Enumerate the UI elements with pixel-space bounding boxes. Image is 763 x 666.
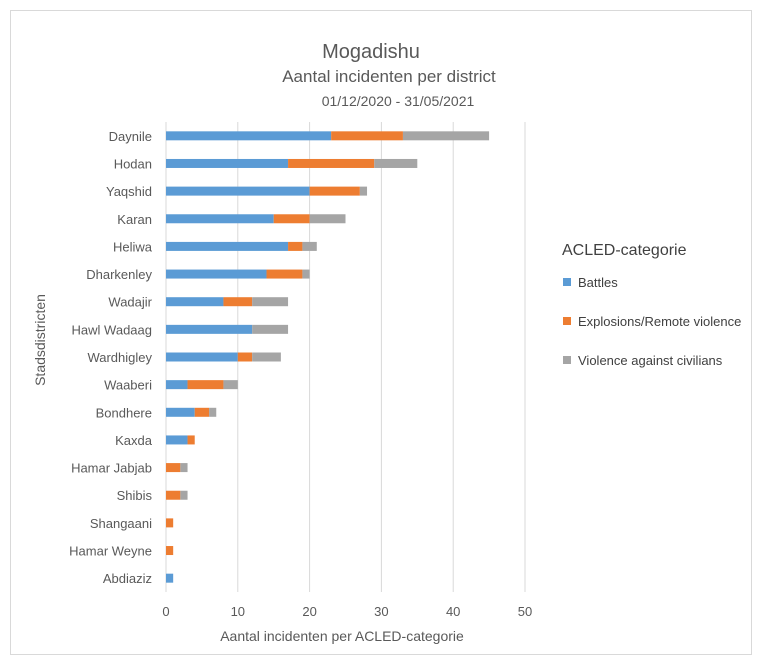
category-label-dharkenley: Dharkenley [86, 267, 152, 282]
bar-dharkenley-battles [166, 269, 267, 279]
category-label-waaberi: Waaberi [104, 378, 152, 393]
category-label-wardhigley: Wardhigley [87, 350, 152, 365]
bar-wadajir-violence-against-civilians [252, 297, 289, 307]
bar-daynile-battles [166, 131, 332, 141]
bar-yaqshid-battles [166, 186, 310, 196]
bar-karan-explosions-remote-violence [273, 214, 310, 224]
x-tick-label-30: 30 [374, 604, 388, 619]
legend-swatch-violence-against-civilians [563, 356, 571, 364]
bar-shibis-violence-against-civilians [180, 490, 188, 500]
category-label-shibis: Shibis [117, 488, 153, 503]
x-tick-label-50: 50 [518, 604, 532, 619]
bar-waaberi-battles [166, 380, 188, 390]
bar-wadajir-battles [166, 297, 224, 307]
category-label-daynile: Daynile [109, 129, 152, 144]
bar-wadajir-explosions-remote-violence [223, 297, 253, 307]
bar-yaqshid-violence-against-civilians [359, 186, 368, 196]
bar-dharkenley-explosions-remote-violence [266, 269, 303, 279]
category-label-kaxda: Kaxda [115, 433, 153, 448]
category-label-abdiaziz: Abdiaziz [103, 571, 152, 586]
bar-dharkenley-violence-against-civilians [302, 269, 310, 279]
chart-title: Mogadishu [322, 41, 420, 63]
legend-swatch-battles [563, 278, 571, 286]
legend-title: ACLED-categorie [562, 242, 687, 259]
legend-label-explosions-remote-violence: Explosions/Remote violence [578, 314, 741, 329]
bar-wardhigley-violence-against-civilians [252, 352, 281, 362]
bar-shibis-explosions-remote-violence [166, 490, 181, 500]
bar-heliwa-explosions-remote-violence [288, 241, 303, 251]
category-label-hamar-weyne: Hamar Weyne [69, 544, 152, 559]
bar-abdiaziz-battles [166, 573, 174, 583]
bar-karan-battles [166, 214, 274, 224]
bar-wardhigley-explosions-remote-violence [237, 352, 253, 362]
bar-hodan-violence-against-civilians [374, 158, 418, 168]
bar-karan-violence-against-civilians [309, 214, 346, 224]
category-label-hodan: Hodan [114, 156, 152, 171]
bar-shangaani-explosions-remote-violence [166, 518, 174, 528]
bar-wardhigley-battles [166, 352, 238, 362]
x-tick-labels: 0 10 20 30 40 50 [162, 604, 532, 619]
bar-hodan-battles [166, 158, 289, 168]
bar-kaxda-battles [166, 435, 188, 445]
bar-kaxda-explosions-remote-violence [187, 435, 195, 445]
bar-hawl-wadaag-battles [166, 324, 253, 334]
bar-heliwa-battles [166, 241, 289, 251]
x-tick-label-20: 20 [302, 604, 316, 619]
legend-label-violence-against-civilians: Violence against civilians [578, 353, 723, 368]
category-labels: Daynile Hodan Yaqshid Karan Heliwa Dharkenley… [69, 129, 153, 586]
category-label-yaqshid: Yaqshid [106, 184, 152, 199]
chart-subtitle: Aantal incidenten per district [282, 67, 496, 86]
gridlines [165, 122, 526, 592]
legend-swatch-explosions-remote-violence [563, 317, 571, 325]
bar-waaberi-explosions-remote-violence [187, 380, 224, 390]
legend-label-battles: Battles [578, 275, 618, 290]
x-axis-title: Aantal incidenten per ACLED-categorie [220, 628, 464, 644]
bar-hamar-weyne-explosions-remote-violence [166, 546, 174, 556]
category-label-karan: Karan [117, 212, 152, 227]
bar-bondhere-explosions-remote-violence [194, 407, 210, 417]
bar-daynile-violence-against-civilians [402, 131, 490, 141]
x-tick-label-0: 0 [162, 604, 169, 619]
x-tick-label-40: 40 [446, 604, 460, 619]
category-label-hawl-wadaag: Hawl Wadaag [72, 322, 152, 337]
bar-bondhere-battles [166, 407, 195, 417]
chart-date-range: 01/12/2020 - 31/05/2021 [322, 93, 475, 109]
bar-hawl-wadaag-violence-against-civilians [252, 324, 289, 334]
x-tick-label-10: 10 [231, 604, 245, 619]
bar-waaberi-violence-against-civilians [223, 380, 238, 390]
y-axis-title: Stadsdistricten [32, 294, 48, 386]
bar-yaqshid-explosions-remote-violence [309, 186, 360, 196]
category-label-wadajir: Wadajir [108, 295, 152, 310]
category-label-shangaani: Shangaani [90, 516, 152, 531]
legend: ACLED-categorie Battles Explosions/Remote… [562, 242, 741, 368]
bar-hamar-jabjab-violence-against-civilians [180, 463, 188, 473]
bar-hamar-jabjab-explosions-remote-violence [166, 463, 181, 473]
bar-hodan-explosions-remote-violence [288, 158, 375, 168]
bar-heliwa-violence-against-civilians [302, 241, 317, 251]
category-label-bondhere: Bondhere [96, 405, 152, 420]
category-label-hamar-jabjab: Hamar Jabjab [71, 461, 152, 476]
bar-daynile-explosions-remote-violence [331, 131, 403, 141]
category-label-heliwa: Heliwa [113, 239, 153, 254]
bar-bondhere-violence-against-civilians [209, 407, 217, 417]
bars [166, 131, 490, 583]
